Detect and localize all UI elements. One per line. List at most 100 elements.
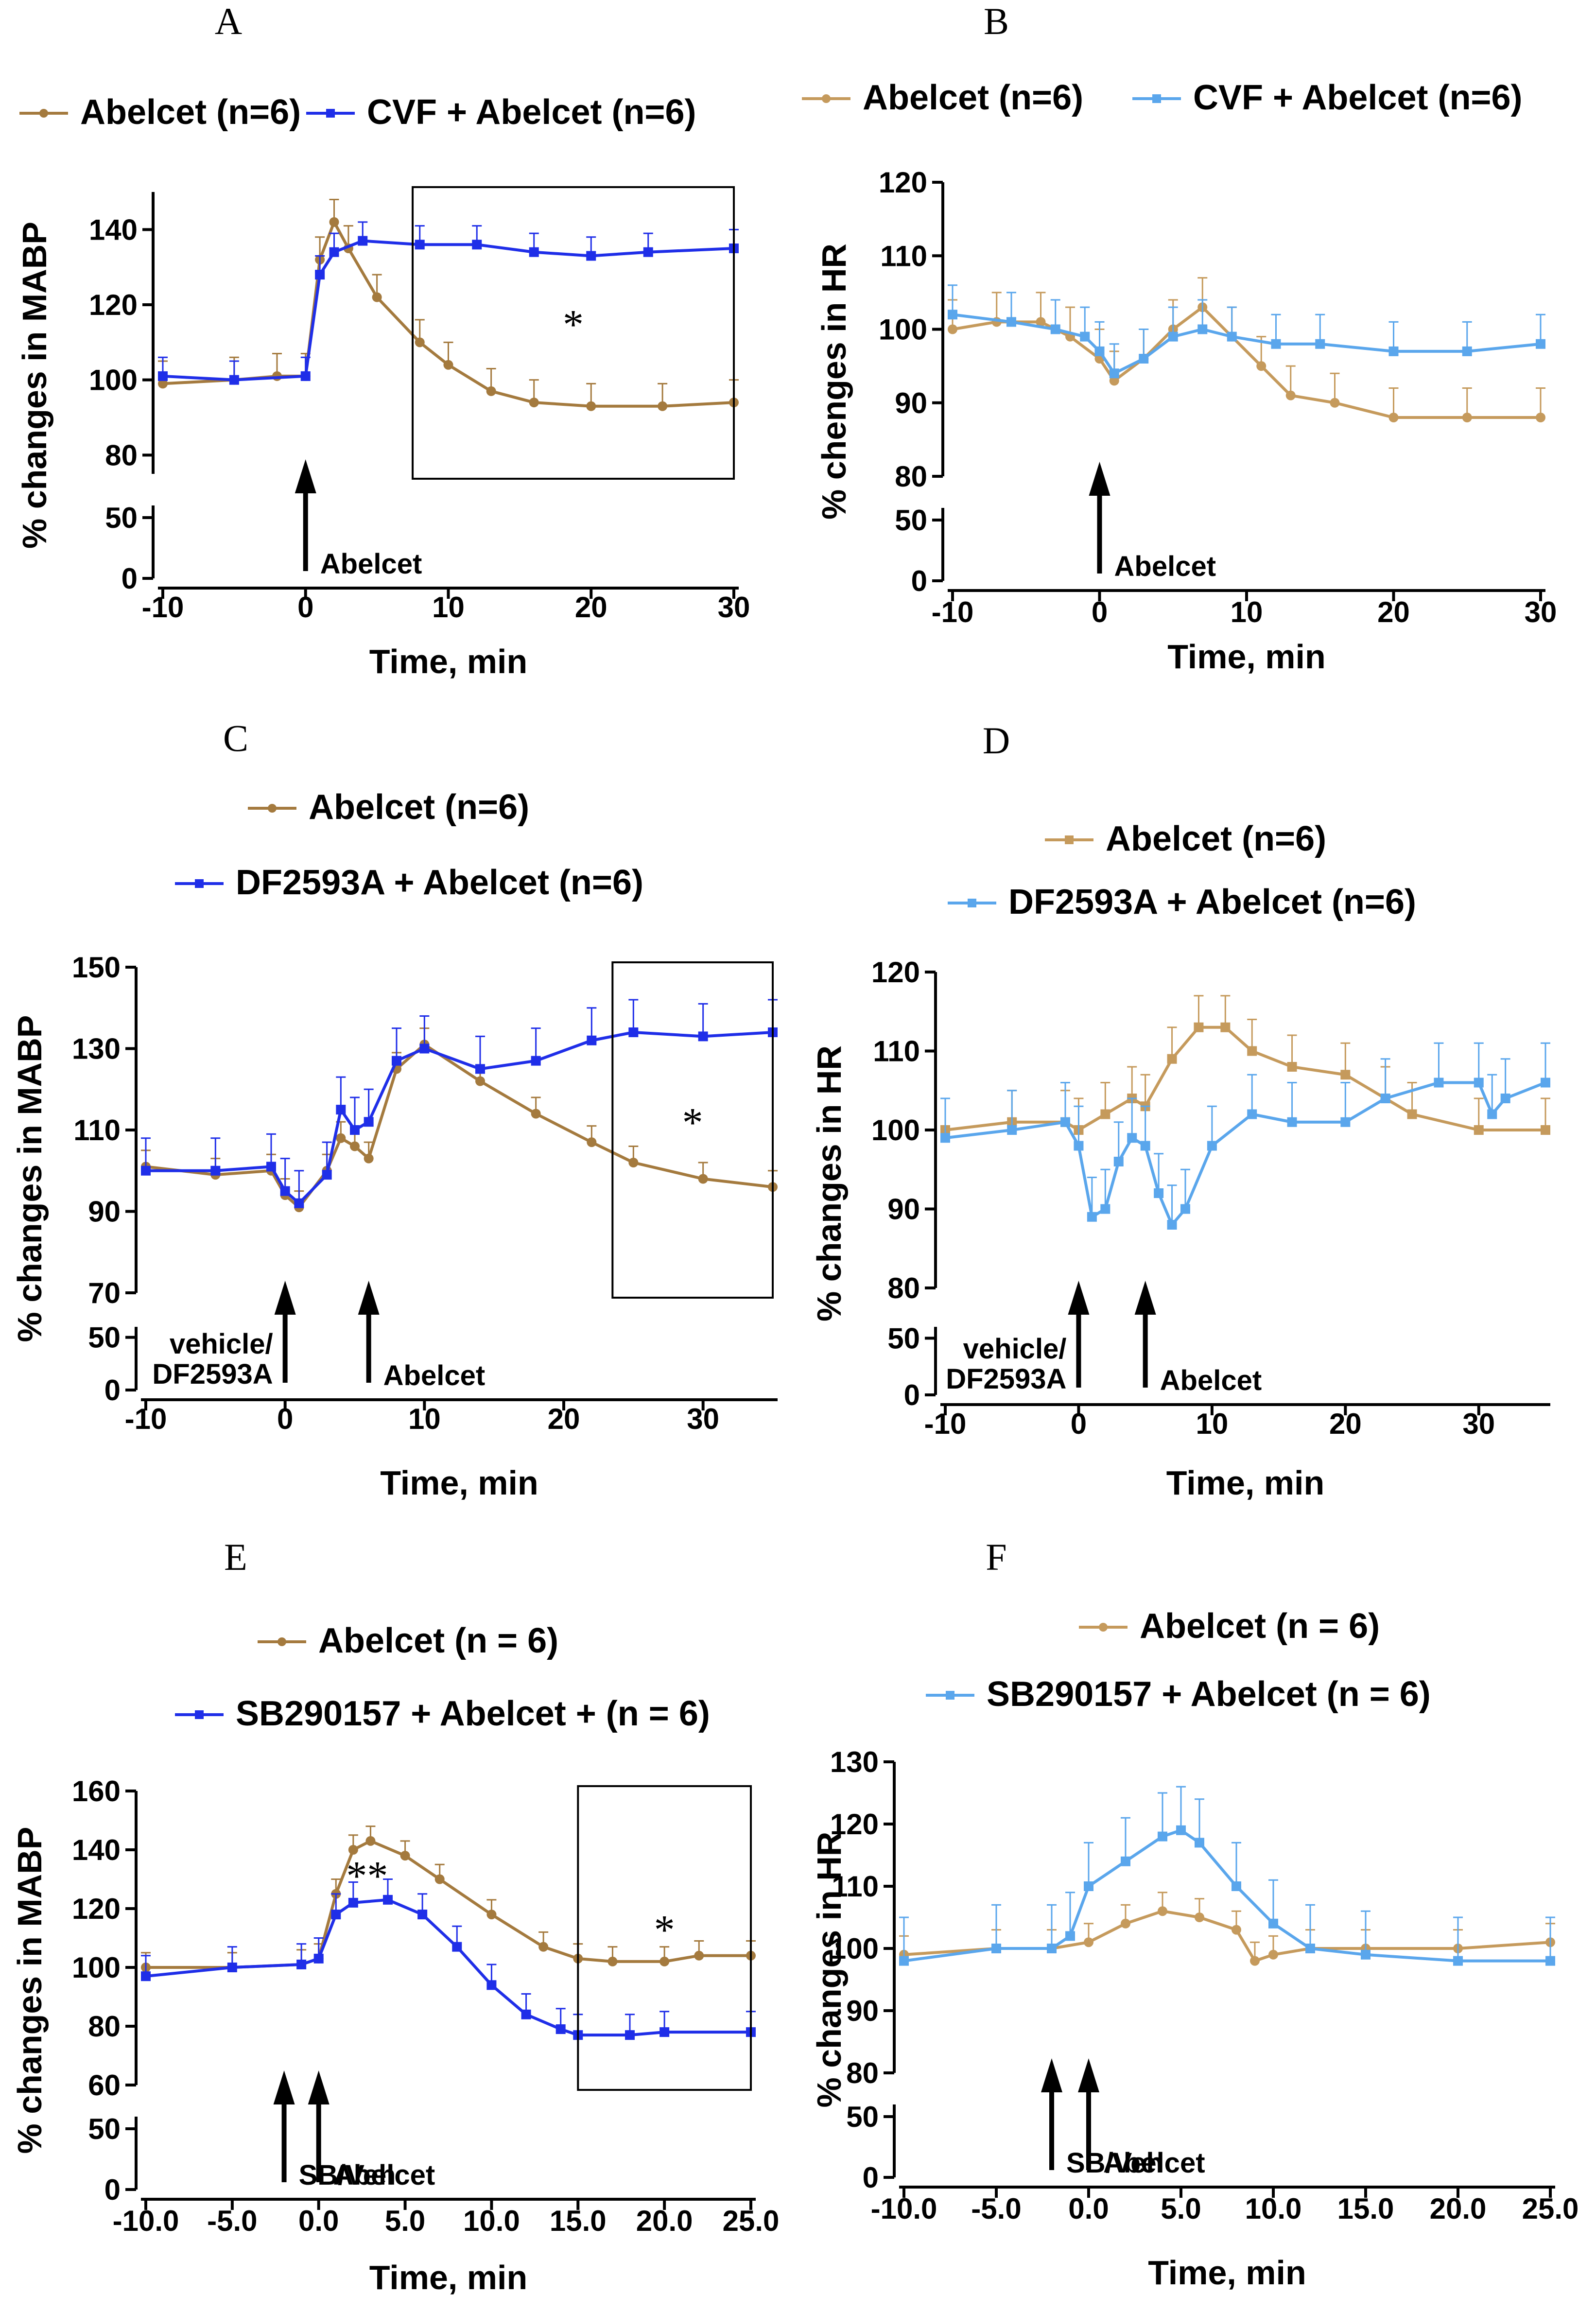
x-axis-title: Time, min xyxy=(380,1464,538,1502)
data-point xyxy=(1220,1022,1231,1032)
arrow-head xyxy=(1089,462,1110,496)
data-point xyxy=(529,398,539,408)
data-point xyxy=(392,1056,401,1066)
data-point xyxy=(1065,1931,1075,1941)
annotation-label: vehicle/ xyxy=(170,1328,273,1360)
series-2 xyxy=(141,1878,756,2040)
data-point xyxy=(1167,1220,1177,1230)
data-point xyxy=(329,247,339,257)
y-tick-label: 90 xyxy=(887,1193,920,1226)
data-point xyxy=(1536,413,1545,422)
data-point xyxy=(141,1971,151,1982)
x-tick-label: 15.0 xyxy=(550,2205,607,2237)
x-tick-label: 0.0 xyxy=(298,2205,339,2237)
panel-C: C Abelcet (n=6) DF2593A + Abelcet (n=6) 70 9… xyxy=(11,717,778,1502)
legend-marker-2 xyxy=(946,1691,954,1700)
annotation-label: DF2593A xyxy=(152,1358,273,1390)
data-point xyxy=(1361,1949,1370,1960)
data-point xyxy=(1407,1109,1417,1119)
x-axis-title: Time, min xyxy=(369,2259,527,2296)
y-tick-label: 110 xyxy=(873,1035,920,1068)
data-point xyxy=(475,1076,485,1086)
panel-letter: C xyxy=(223,717,248,759)
data-point xyxy=(538,1942,549,1952)
data-point xyxy=(372,292,382,302)
data-point xyxy=(1474,1078,1484,1088)
legend-entry-1: Abelcet (n=6) xyxy=(1106,819,1326,858)
data-point xyxy=(336,1105,346,1115)
y-tick-label: 120 xyxy=(72,1893,121,1925)
y-tick-label: 120 xyxy=(871,956,920,989)
data-point xyxy=(529,247,539,257)
series-line xyxy=(146,1031,773,1205)
x-tick-label: 0 xyxy=(1071,1408,1087,1440)
x-tick-label: 30 xyxy=(718,591,750,624)
data-point xyxy=(1094,346,1105,356)
x-tick-label: 20 xyxy=(548,1403,580,1435)
data-point xyxy=(315,270,325,280)
legend-entry-2: DF2593A + Abelcet (n=6) xyxy=(1008,883,1416,921)
data-point xyxy=(1462,346,1472,356)
series-2 xyxy=(948,284,1545,379)
data-point xyxy=(1168,331,1178,342)
data-point xyxy=(1197,324,1208,334)
data-point xyxy=(1434,1078,1444,1088)
legend-entry-1: Abelcet (n = 6) xyxy=(318,1621,558,1660)
data-point xyxy=(1100,1204,1110,1214)
y-axis-title: % changes in MABP xyxy=(11,1015,49,1342)
y-tick-label: 50 xyxy=(88,1321,121,1354)
panel-E: E Abelcet (n = 6) SB290157 + Abelcet + (n … xyxy=(11,1536,779,2296)
x-tick-label: 15.0 xyxy=(1337,2192,1394,2225)
data-point xyxy=(1060,1117,1070,1127)
series-line xyxy=(145,1898,751,2037)
series-line xyxy=(945,1081,1546,1226)
data-point xyxy=(586,401,596,411)
data-point xyxy=(1453,1956,1463,1966)
series-2 xyxy=(899,1786,1555,1966)
series-2 xyxy=(141,999,778,1208)
data-point xyxy=(625,2030,635,2040)
y-tick-label: 50 xyxy=(105,502,138,534)
data-point xyxy=(1500,1094,1510,1103)
data-point xyxy=(659,1956,670,1966)
data-point xyxy=(348,1845,358,1855)
legend-marker-1 xyxy=(39,109,48,118)
x-tick-label: 10.0 xyxy=(1245,2192,1302,2225)
data-point xyxy=(472,240,482,250)
data-point xyxy=(1536,339,1545,349)
x-tick-label: 30 xyxy=(1462,1408,1495,1440)
data-point xyxy=(1232,1881,1241,1891)
legend-marker-2 xyxy=(326,109,335,118)
y-tick-label: 100 xyxy=(89,364,138,397)
data-point xyxy=(1121,1856,1130,1866)
data-point xyxy=(628,1158,639,1167)
x-tick-label: 5.0 xyxy=(385,2205,425,2237)
y-axis-title: % changes in MABP xyxy=(16,222,53,549)
x-tick-label: 25.0 xyxy=(723,2205,780,2237)
x-tick-label: 30 xyxy=(687,1403,719,1435)
arrow-head xyxy=(1134,1281,1156,1315)
y-tick-label: 80 xyxy=(895,460,927,493)
data-point xyxy=(1250,1956,1260,1966)
data-point xyxy=(1330,398,1340,408)
data-point xyxy=(1315,339,1325,349)
data-point xyxy=(1176,1825,1186,1835)
data-point xyxy=(1340,1070,1351,1080)
data-point xyxy=(452,1942,462,1952)
y-tick-label: 110 xyxy=(880,240,927,272)
y-tick-label: 160 xyxy=(72,1775,121,1808)
data-point xyxy=(1100,1109,1110,1119)
data-point xyxy=(1154,1188,1164,1198)
annotation-label: Abelcet xyxy=(383,1360,486,1391)
data-point xyxy=(607,1956,618,1966)
y-tick-label: 110 xyxy=(832,1870,879,1903)
legend-marker-2 xyxy=(968,899,976,907)
data-point xyxy=(1256,361,1266,371)
x-tick-label: -10 xyxy=(125,1403,167,1435)
y-tick-label: 50 xyxy=(846,2101,879,2133)
panel-letter: B xyxy=(984,0,1009,42)
x-tick-label: -10.0 xyxy=(871,2192,937,2225)
series-line xyxy=(903,1828,1550,1963)
